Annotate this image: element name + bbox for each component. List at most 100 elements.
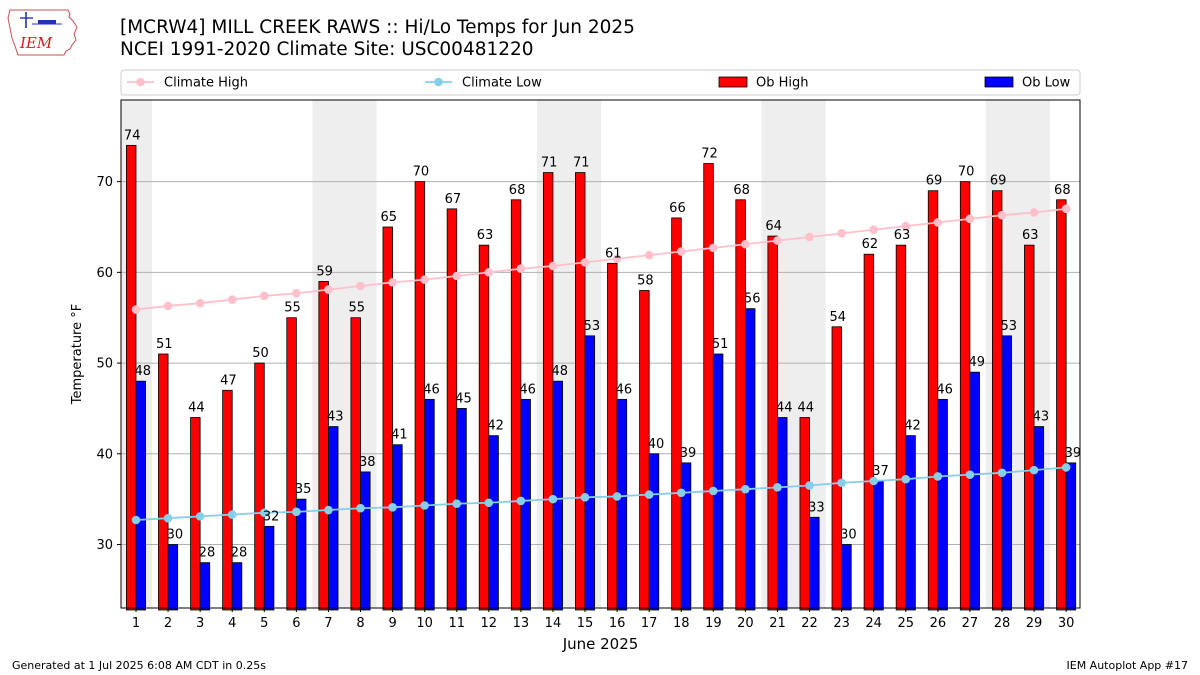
ob-high-bar bbox=[478, 244, 490, 611]
climate-high-point bbox=[773, 236, 782, 245]
y-tick-label: 70 bbox=[96, 175, 113, 190]
generated-timestamp: Generated at 1 Jul 2025 6:08 AM CDT in 0… bbox=[12, 659, 266, 672]
ob-low-label: 40 bbox=[648, 437, 665, 452]
ob-high-bar bbox=[959, 181, 971, 611]
ob-low-bar bbox=[680, 462, 692, 611]
ob-high-label: 51 bbox=[156, 337, 173, 352]
chart-subtitle: NCEI 1991-2020 Climate Site: USC00481220 bbox=[120, 39, 534, 60]
ob-high-label: 63 bbox=[894, 228, 911, 243]
climate-low-point bbox=[163, 513, 173, 523]
ob-low-bar bbox=[1065, 462, 1077, 611]
ob-high-bar bbox=[767, 235, 778, 611]
climate-low-point bbox=[484, 498, 494, 508]
climate-high-point bbox=[548, 261, 558, 271]
ob-low-bar bbox=[809, 516, 820, 611]
ob-low-label: 46 bbox=[423, 382, 440, 397]
ob-high-bar bbox=[254, 362, 265, 611]
ob-low-label: 43 bbox=[1033, 410, 1050, 425]
iem-logo-text: IEM bbox=[19, 34, 53, 52]
ob-high-label: 55 bbox=[284, 301, 301, 316]
climate-low-point bbox=[227, 510, 237, 519]
climate-low-point bbox=[195, 512, 205, 521]
ob-low-label: 46 bbox=[936, 382, 953, 397]
climate-high-point bbox=[516, 264, 526, 274]
climate-high-point bbox=[292, 288, 301, 298]
ob-high-label: 54 bbox=[830, 310, 847, 325]
ob-high-bar bbox=[927, 190, 939, 611]
ob-high-label: 72 bbox=[701, 147, 718, 162]
climate-low-point bbox=[580, 493, 590, 502]
chart-title: [MCRW4] MILL CREEK RAWS :: Hi/Lo Temps f… bbox=[120, 17, 635, 38]
climate-high-point bbox=[452, 271, 462, 281]
climate-high-point bbox=[227, 295, 237, 304]
ob-low-label: 35 bbox=[295, 482, 312, 497]
ob-low-bar bbox=[841, 544, 852, 611]
climate-low-point bbox=[676, 488, 686, 498]
ob-high-label: 70 bbox=[958, 165, 975, 180]
ob-low-label: 45 bbox=[455, 391, 472, 406]
climate-high-point bbox=[741, 239, 750, 249]
x-tick-label: 7 bbox=[324, 616, 332, 631]
ob-low-label: 30 bbox=[840, 528, 857, 543]
climate-low-point bbox=[612, 492, 622, 501]
climate-high-point bbox=[676, 247, 686, 256]
climate-low-point bbox=[292, 507, 301, 517]
x-tick-label: 13 bbox=[513, 616, 530, 631]
ob-high-label: 58 bbox=[637, 274, 654, 289]
ob-high-label: 64 bbox=[765, 219, 782, 234]
x-tick-label: 16 bbox=[609, 616, 626, 631]
ob-high-bar bbox=[1056, 199, 1067, 611]
climate-high-legend-marker bbox=[136, 77, 145, 87]
ob-high-label: 59 bbox=[316, 264, 333, 279]
ob-high-label: 69 bbox=[926, 174, 943, 189]
ob-low-bar bbox=[231, 562, 243, 611]
climate-low-point bbox=[965, 470, 975, 479]
climate-low-point bbox=[1061, 463, 1071, 472]
y-tick-label: 50 bbox=[96, 357, 113, 372]
legend: Climate High Climate Low Ob High Ob Low bbox=[120, 69, 1081, 96]
climate-high-point bbox=[131, 305, 141, 314]
ob-low-bar bbox=[744, 308, 756, 611]
ob-low-label: 53 bbox=[584, 319, 601, 334]
ob-high-label: 74 bbox=[124, 128, 141, 143]
ob-low-bar bbox=[969, 371, 980, 611]
ob-low-label: 42 bbox=[487, 419, 504, 434]
ob-high-bar bbox=[126, 144, 137, 611]
app-label: IEM Autoplot App #17 bbox=[1066, 659, 1189, 672]
climate-high-point bbox=[837, 229, 846, 238]
x-tick-label: 24 bbox=[865, 616, 882, 631]
ob-high-bar bbox=[703, 163, 714, 611]
climate-low-line bbox=[135, 466, 1067, 521]
ob-high-label: 61 bbox=[605, 246, 622, 261]
ob-high-label: 70 bbox=[413, 165, 430, 180]
ob-high-bar bbox=[318, 281, 329, 611]
ob-high-label: 55 bbox=[348, 301, 365, 316]
climate-high-point bbox=[420, 275, 429, 284]
climate-high-point bbox=[965, 214, 975, 224]
ob-low-label: 41 bbox=[391, 428, 408, 443]
climate-high-point bbox=[805, 232, 814, 242]
ob-low-label: 46 bbox=[616, 382, 633, 397]
climate-high-point bbox=[484, 268, 494, 277]
x-tick-label: 29 bbox=[1026, 616, 1043, 631]
ob-low-bar bbox=[167, 544, 179, 611]
ob-high-label: 68 bbox=[509, 183, 526, 198]
climate-high-point bbox=[259, 291, 269, 301]
ob-low-label: 39 bbox=[1065, 446, 1082, 461]
climate-high-point bbox=[1061, 204, 1071, 214]
ob-high-label: 47 bbox=[220, 373, 237, 388]
climate-low-point bbox=[901, 474, 911, 484]
climate-low-point bbox=[324, 505, 333, 515]
x-tick-label: 20 bbox=[737, 616, 754, 631]
climate-low-legend-label: Climate Low bbox=[462, 76, 542, 91]
ob-low-bar bbox=[905, 435, 916, 611]
climate-low-point bbox=[259, 508, 269, 518]
climate-low-point bbox=[741, 484, 750, 494]
ob-high-label: 65 bbox=[381, 210, 398, 225]
climate-low-point bbox=[709, 486, 718, 496]
ob-low-bar bbox=[328, 426, 339, 611]
ob-high-bar bbox=[671, 217, 682, 611]
ob-high-bar bbox=[446, 208, 458, 611]
ob-low-label: 51 bbox=[712, 337, 729, 352]
ob-high-bar bbox=[158, 353, 169, 611]
